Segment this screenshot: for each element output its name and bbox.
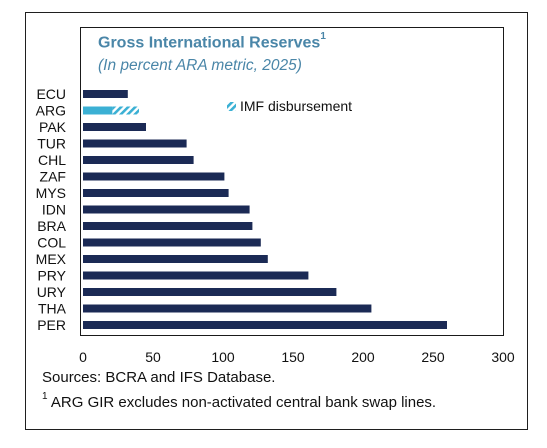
footnote-text: ARG GIR excludes non-activated central b… [50, 394, 437, 411]
bar-mex [83, 255, 268, 263]
category-label-arg: ARG [36, 103, 66, 119]
category-label-bra: BRA [37, 218, 66, 234]
x-tick-label: 50 [145, 349, 161, 365]
chart-subtitle: (In percent ARA metric, 2025) [98, 57, 302, 74]
category-label-per: PER [37, 317, 66, 333]
category-label-zaf: ZAF [40, 169, 66, 185]
category-label-pry: PRY [37, 268, 66, 284]
category-label-idn: IDN [42, 202, 66, 218]
bar-ury [83, 288, 337, 296]
bar-arg-imf-disbursement [112, 106, 139, 115]
x-tick-label: 0 [79, 349, 87, 365]
category-label-tha: THA [38, 301, 67, 317]
bar-tha [83, 304, 372, 313]
x-tick-label: 300 [491, 349, 515, 365]
chart-title-text: Gross International Reserves [98, 34, 321, 52]
bar-pry [83, 271, 309, 280]
chart-title: Gross International Reserves1 [98, 31, 326, 52]
category-label-chl: CHL [38, 152, 66, 168]
category-label-ecu: ECU [36, 86, 66, 102]
category-label-col: COL [37, 235, 66, 251]
bar-per [83, 321, 447, 329]
category-label-ury: URY [37, 284, 67, 300]
bar-tur [83, 139, 187, 148]
bar-pak [83, 123, 146, 131]
x-tick-label: 250 [421, 349, 445, 365]
bar-col [83, 238, 261, 247]
bar-chl [83, 156, 194, 164]
category-label-pak: PAK [39, 119, 67, 135]
bar-idn [83, 205, 250, 214]
sources-note: Sources: BCRA and IFS Database. [42, 369, 276, 386]
category-label-tur: TUR [37, 136, 66, 152]
plot-area-border [80, 27, 504, 336]
bar-bra [83, 222, 253, 230]
category-label-mex: MEX [36, 251, 67, 267]
title-footnote-marker: 1 [320, 31, 326, 42]
footnote-marker: 1 [42, 391, 48, 402]
footnote: 1 ARG GIR excludes non-activated central… [42, 391, 437, 411]
bar-mys [83, 189, 229, 197]
x-tick-label: 100 [211, 349, 235, 365]
chart-frame [25, 12, 528, 430]
x-tick-label: 150 [281, 349, 305, 365]
bar-zaf [83, 172, 225, 181]
category-label-mys: MYS [36, 185, 66, 201]
legend-swatch-imf-disbursement [227, 102, 236, 111]
bar-arg [83, 106, 113, 115]
x-tick-label: 200 [351, 349, 375, 365]
legend-label-imf-disbursement: IMF disbursement [240, 98, 352, 114]
bar-ecu [83, 90, 128, 98]
